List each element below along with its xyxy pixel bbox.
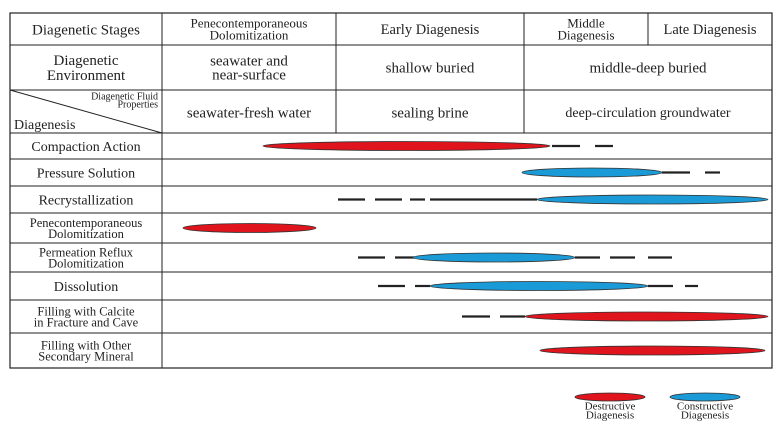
legend-label: Diagenesis: [586, 409, 634, 421]
constructive-ellipse: [412, 252, 576, 263]
environment-value: near-surface: [212, 67, 286, 83]
fluid-properties-label: Properties: [117, 100, 158, 111]
stage-label: Diagenesis: [557, 28, 614, 43]
legend-constructive-ellipse: [669, 392, 741, 402]
process-label: Filling with Other: [41, 338, 132, 352]
process-label: Secondary Mineral: [38, 349, 134, 363]
destructive-ellipse: [524, 311, 769, 322]
process-label: Permeation Reflux: [39, 245, 134, 259]
legend-label: Destructive: [585, 400, 636, 412]
constructive-ellipse: [536, 194, 769, 205]
process-label: in Fracture and Cave: [34, 315, 139, 329]
constructive-ellipse: [429, 281, 649, 291]
process-label: Compaction Action: [31, 140, 140, 155]
legend-label: Constructive: [677, 400, 733, 412]
environment-label: Environment: [47, 68, 126, 84]
constructive-ellipse: [521, 167, 663, 178]
process-label: Dolomitization: [48, 227, 124, 241]
environment-value: seawater and: [210, 53, 288, 69]
fluid-value: seawater-fresh water: [187, 105, 311, 121]
stage-label: Early Diagenesis: [381, 22, 480, 38]
process-label: Recrystallization: [39, 193, 134, 208]
stage-label: Dolomitization: [210, 28, 289, 43]
environment-label: Diagenetic: [54, 53, 119, 69]
stage-label: Middle: [567, 16, 605, 31]
environment-value: middle-deep buried: [589, 60, 707, 76]
process-label: Dissolution: [54, 280, 119, 295]
process-label: Filling with Calcite: [37, 304, 135, 318]
stage-label: Penecontemporaneous: [191, 16, 308, 31]
process-label: Dolomitization: [48, 256, 124, 270]
fluid-value: sealing brine: [391, 105, 468, 121]
destructive-ellipse: [262, 141, 551, 151]
stage-label: Late Diagenesis: [663, 22, 756, 38]
environment-value: shallow buried: [386, 60, 475, 76]
process-label: Pressure Solution: [37, 166, 135, 181]
fluid-properties-label: Diagenetic Fluid: [91, 92, 158, 103]
fluid-value: deep-circulation groundwater: [565, 106, 731, 121]
diagonal-divider: [9, 89, 163, 134]
table-border: [9, 12, 773, 369]
diagenesis-axis-label: Diagenesis: [14, 118, 75, 133]
legend-label: Diagenesis: [681, 409, 729, 421]
process-label: Penecontemporaneous: [30, 216, 143, 230]
destructive-ellipse: [539, 345, 766, 356]
legend-destructive-ellipse: [574, 392, 646, 402]
destructive-ellipse: [182, 223, 317, 233]
header-stages-label: Diagenetic Stages: [32, 22, 140, 38]
